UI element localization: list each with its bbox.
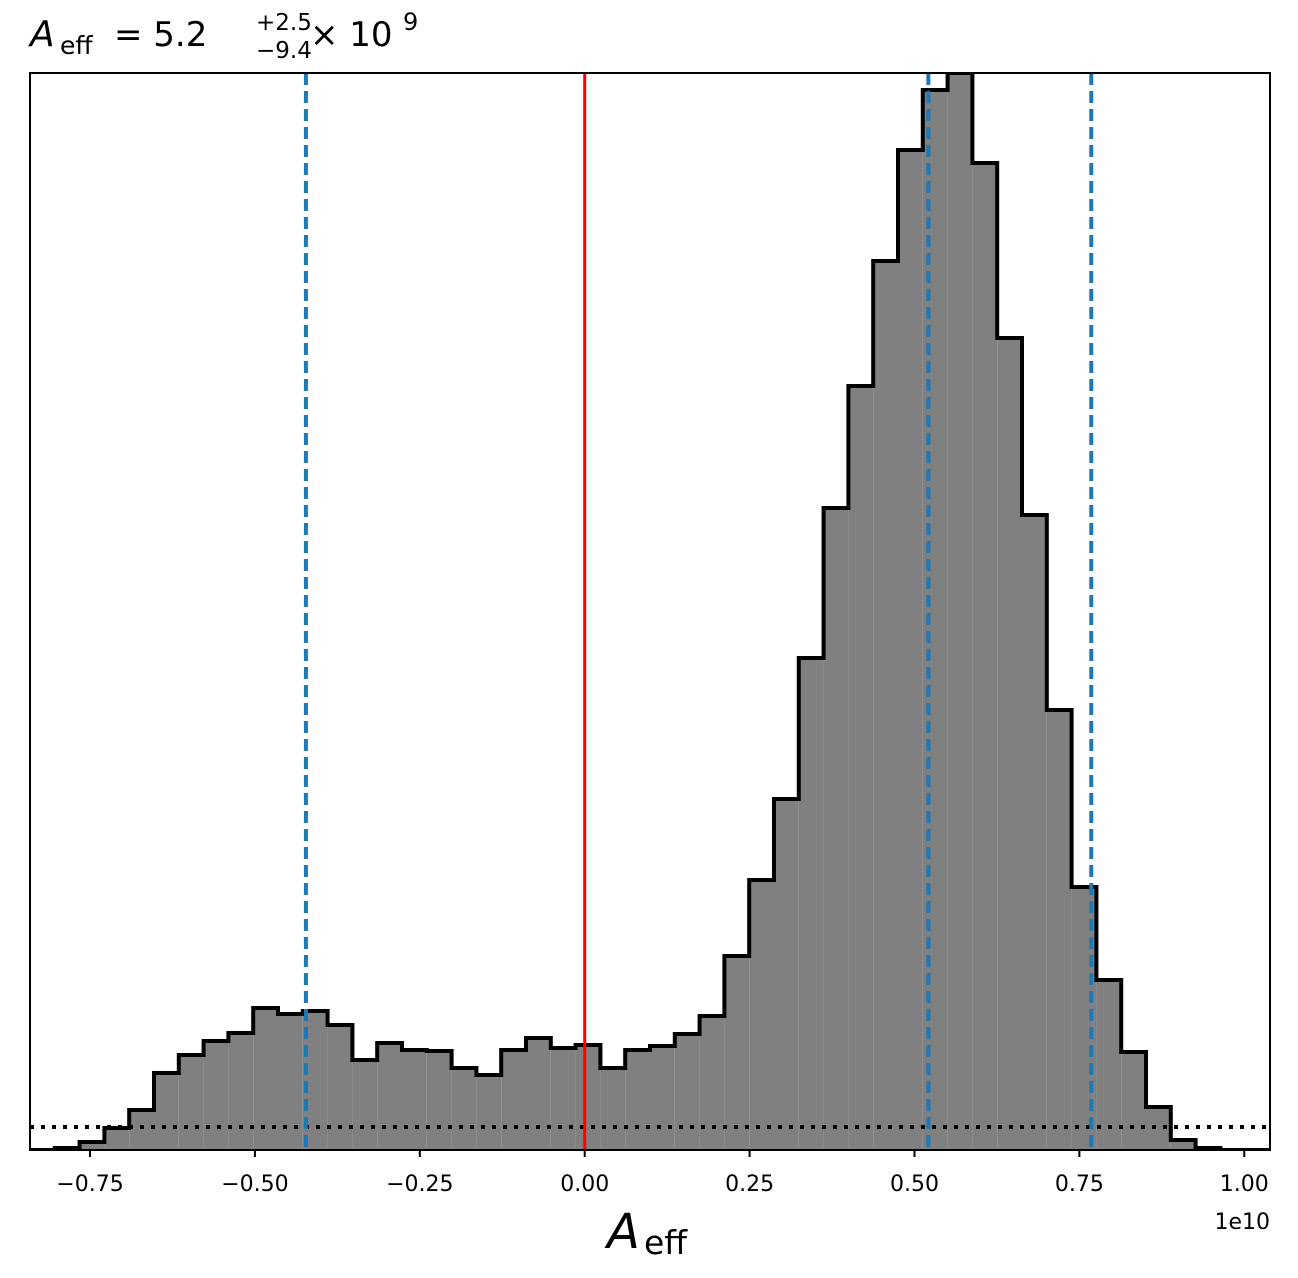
bar — [79, 1142, 105, 1150]
bar — [798, 658, 824, 1150]
bar — [625, 1050, 650, 1150]
bar — [873, 261, 898, 1150]
title-symbol-sub: eff — [60, 31, 93, 60]
x-tick-label: −0.50 — [221, 1172, 288, 1197]
x-tick-label: 0.75 — [1055, 1172, 1104, 1197]
x-tick-label: 0.25 — [725, 1172, 774, 1197]
bar — [526, 1038, 551, 1150]
histogram-outline — [30, 73, 1270, 1150]
bar — [1170, 1140, 1196, 1150]
x-axis-label-symbol: A — [604, 1204, 640, 1260]
bar — [1146, 1107, 1171, 1150]
bar — [1096, 980, 1122, 1150]
bar — [1046, 710, 1072, 1150]
bar — [898, 150, 923, 1150]
x-tick-label: −0.75 — [56, 1172, 123, 1197]
x-axis-label-sub: eff — [644, 1223, 688, 1262]
title-median: = 5.2 — [114, 15, 207, 55]
title-times: × 10 — [310, 15, 393, 55]
x-tick-label: 0.00 — [560, 1172, 609, 1197]
bar — [426, 1051, 452, 1150]
bar — [154, 1073, 179, 1150]
x-tick-label: −0.25 — [386, 1172, 453, 1197]
bar — [278, 1014, 303, 1150]
bar — [724, 956, 750, 1150]
bar — [501, 1050, 526, 1150]
bar — [178, 1055, 204, 1150]
bar — [699, 1016, 725, 1150]
bar — [848, 386, 874, 1150]
title-exponent: 9 — [403, 8, 418, 36]
bar — [749, 880, 774, 1150]
bar — [674, 1034, 700, 1150]
bar — [228, 1033, 254, 1150]
bar — [947, 73, 973, 1150]
bar — [1121, 1052, 1146, 1150]
x-tick-label: 1.00 — [1220, 1172, 1269, 1197]
bar — [203, 1041, 229, 1150]
title-lower: −9.4 — [256, 38, 312, 64]
title-symbol: A — [28, 14, 55, 55]
bar — [823, 508, 849, 1150]
bar — [377, 1043, 402, 1150]
bar — [402, 1050, 427, 1150]
bar — [327, 1025, 353, 1150]
bar — [650, 1046, 675, 1150]
bar — [129, 1110, 154, 1150]
bar — [104, 1128, 130, 1150]
axes-frame — [29, 72, 1271, 1151]
plot-area — [30, 73, 1270, 1150]
bar — [997, 338, 1022, 1150]
bar — [550, 1048, 576, 1150]
bar — [575, 1045, 601, 1150]
bar — [1022, 515, 1047, 1150]
bar — [600, 1068, 626, 1150]
x-tick-label: 0.50 — [890, 1172, 939, 1197]
bar — [352, 1060, 378, 1150]
title-upper: +2.5 — [256, 10, 312, 36]
bar — [451, 1068, 477, 1150]
x-offset-label: 1e10 — [1214, 1210, 1270, 1235]
bar — [774, 799, 799, 1150]
bar — [476, 1075, 502, 1150]
bar — [972, 163, 998, 1150]
